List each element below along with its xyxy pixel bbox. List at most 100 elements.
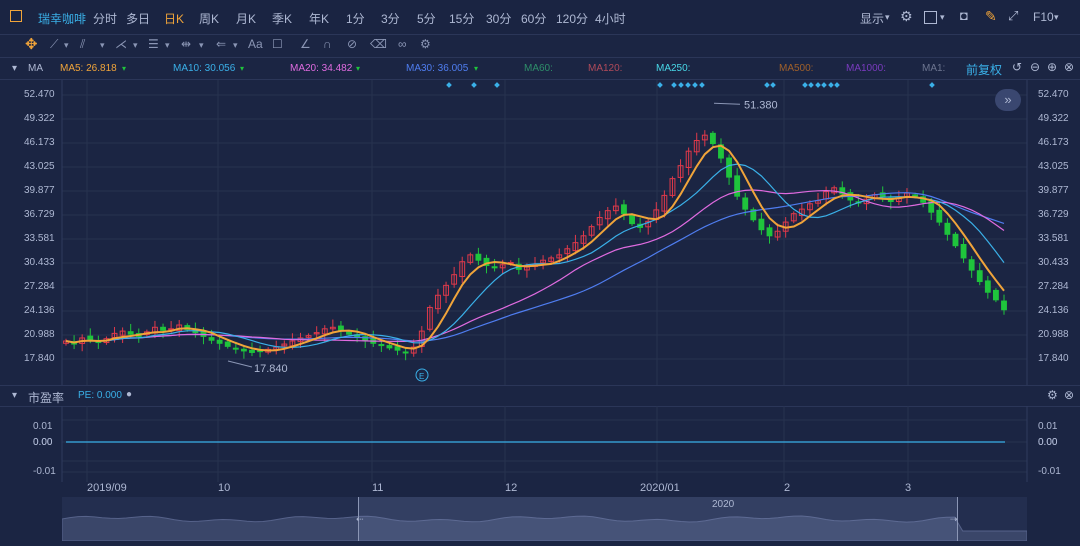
display-dropdown-icon[interactable]: ▾ [885, 12, 890, 22]
y-tick-right: 46.173 [1038, 137, 1069, 148]
y-tick-right: 17.840 [1038, 353, 1069, 364]
navigator-left-handle-icon[interactable]: ⇠ [356, 514, 364, 524]
timeframe-toolbar: 瑞幸咖啡 分时 多日 日K 周K 月K 季K 年K 1分 3分 5分 15分 3… [0, 0, 1080, 35]
undo-icon[interactable]: ↺ [1012, 60, 1023, 74]
tab-timeframe-4[interactable]: 月K [236, 12, 257, 26]
scroll-latest-button[interactable]: » [995, 89, 1021, 111]
y-tick-left: 49.322 [24, 112, 55, 124]
magnet-icon[interactable]: ∩ [323, 37, 332, 51]
ma-toggle-0-icon[interactable]: ▾ [122, 64, 127, 73]
angle-tool-icon[interactable]: ∠ [300, 37, 311, 51]
display-menu[interactable]: 显示 [860, 12, 885, 26]
checkbox-icon[interactable] [924, 11, 937, 24]
wave-tool-dropdown-icon[interactable]: ▾ [133, 40, 138, 50]
ma-toggle-2-icon[interactable]: ▾ [356, 64, 361, 73]
tab-timeframe-10[interactable]: 15分 [449, 12, 475, 26]
tab-timeframe-3[interactable]: 周K [199, 12, 220, 26]
candle-body [249, 349, 255, 353]
main-chart[interactable]: 51.380 17.840 E [0, 80, 1080, 385]
tab-timeframe-6[interactable]: 年K [309, 12, 330, 26]
close-indicator-icon[interactable]: ⊗ [1064, 60, 1075, 74]
event-marker [494, 82, 500, 88]
candle-body [661, 194, 668, 212]
ma-toggle-1-icon[interactable]: ▾ [240, 64, 245, 73]
tab-timeframe-9[interactable]: 5分 [417, 12, 436, 26]
f10-button[interactable]: F10 [1033, 10, 1054, 24]
tab-timeframe-8[interactable]: 3分 [381, 12, 400, 26]
tab-timeframe-11[interactable]: 30分 [486, 12, 512, 26]
collapse-pe-icon[interactable]: ▾ [12, 390, 18, 401]
pe-settings-icon[interactable]: ⚙ [1047, 388, 1058, 402]
pe-tick-left: 0.01 [33, 421, 53, 432]
pe-close-icon[interactable]: ⊗ [1064, 388, 1075, 402]
comment-tool-icon[interactable]: ☐ [272, 37, 283, 51]
x-tick-label: 2019/09 [87, 482, 127, 494]
fullscreen-icon[interactable]: ⤢ [1008, 8, 1019, 23]
sidebar-toggle-icon[interactable] [10, 10, 22, 22]
measure-tool-dropdown-icon[interactable]: ▾ [199, 40, 204, 50]
tab-timeframe-12[interactable]: 60分 [521, 12, 547, 26]
collapse-main-icon[interactable]: ▾ [12, 63, 18, 74]
move-crosshair-icon[interactable]: ✥ [25, 36, 38, 53]
candle-body [362, 336, 369, 341]
fibonacci-tool-dropdown-icon[interactable]: ▾ [165, 40, 170, 50]
ma-legend-bar: ▾ MA MA5: 26.818 ▾ MA10: 30.056 ▾ MA20: … [0, 57, 1080, 80]
channel-tool-dropdown-icon[interactable]: ▾ [100, 40, 105, 50]
candle-body [313, 332, 320, 335]
pe-tick-right: 0.00 [1038, 437, 1058, 448]
line-tool-dropdown-icon[interactable]: ▾ [64, 40, 69, 50]
navigator-window[interactable] [358, 497, 958, 541]
arrow-tool-icon[interactable]: ⇐ [216, 37, 227, 51]
x-tick-label: 12 [505, 482, 518, 494]
channel-tool-icon[interactable]: ⫽ [80, 37, 86, 51]
price-adjust-button[interactable]: 前复权 [966, 63, 1003, 77]
fibonacci-tool-icon[interactable]: ☰ [148, 37, 159, 51]
candle-body [952, 233, 959, 247]
pe-chart[interactable] [0, 406, 1080, 482]
zoom-in-icon[interactable]: ⊕ [1047, 60, 1058, 74]
indicator-name[interactable]: MA [28, 63, 43, 74]
candle-body [410, 346, 417, 354]
zoom-out-icon[interactable]: ⊖ [1030, 60, 1041, 74]
tab-timeframe-14[interactable]: 4小时 [595, 12, 626, 26]
y-tick-left: 39.877 [24, 185, 55, 196]
tab-timeframe-5[interactable]: 季K [272, 12, 293, 26]
tab-timeframe-7[interactable]: 1分 [346, 12, 365, 26]
high-pointer [713, 102, 741, 105]
candle-body [984, 280, 991, 293]
link-icon[interactable]: ∞ [398, 37, 407, 51]
camera-icon[interactable]: ◘ [960, 8, 968, 23]
candle-body [669, 178, 676, 196]
event-marker [815, 82, 821, 88]
pe-dot-icon: ● [126, 389, 133, 400]
pe-title[interactable]: 市盈率 [28, 391, 65, 405]
candle-body [677, 165, 684, 178]
ma-label-1: MA10: 30.056 [173, 63, 236, 74]
draw-settings-gear-icon[interactable]: ⚙ [420, 37, 431, 51]
range-navigator[interactable]: ⇠ ⇢ 2020 [61, 497, 1028, 542]
wave-tool-icon[interactable]: ⋌ [115, 37, 127, 51]
text-tool-icon[interactable]: Aa [248, 37, 263, 51]
tab-timeframe-1[interactable]: 多日 [126, 12, 151, 26]
candle-body [580, 235, 587, 244]
stock-name[interactable]: 瑞幸咖啡 [38, 12, 87, 26]
navigator-right-handle-icon[interactable]: ⇢ [950, 514, 958, 524]
event-marker [678, 82, 684, 88]
trash-icon[interactable]: ⌫ [370, 37, 387, 51]
measure-tool-icon[interactable]: ⇹ [181, 37, 192, 51]
arrow-tool-dropdown-icon[interactable]: ▾ [233, 40, 238, 50]
y-tick-left: 17.840 [24, 353, 55, 364]
checkbox-dropdown-icon[interactable]: ▾ [940, 12, 945, 22]
tab-timeframe-0[interactable]: 分时 [93, 12, 118, 26]
ma-label-6: MA250: [656, 63, 691, 74]
candle-body [750, 209, 757, 221]
f10-dropdown-icon[interactable]: ▾ [1054, 12, 1059, 22]
candle-body [645, 220, 652, 228]
line-tool-icon[interactable]: ⟋ [50, 37, 59, 51]
ma-toggle-3-icon[interactable]: ▾ [474, 64, 479, 73]
hide-drawings-icon[interactable]: ⊘ [347, 37, 358, 51]
tab-timeframe-13[interactable]: 120分 [556, 12, 589, 26]
pencil-icon[interactable]: ✎ [985, 8, 997, 24]
tab-timeframe-2[interactable]: 日K [164, 12, 185, 26]
gear-icon[interactable]: ⚙ [900, 8, 913, 24]
